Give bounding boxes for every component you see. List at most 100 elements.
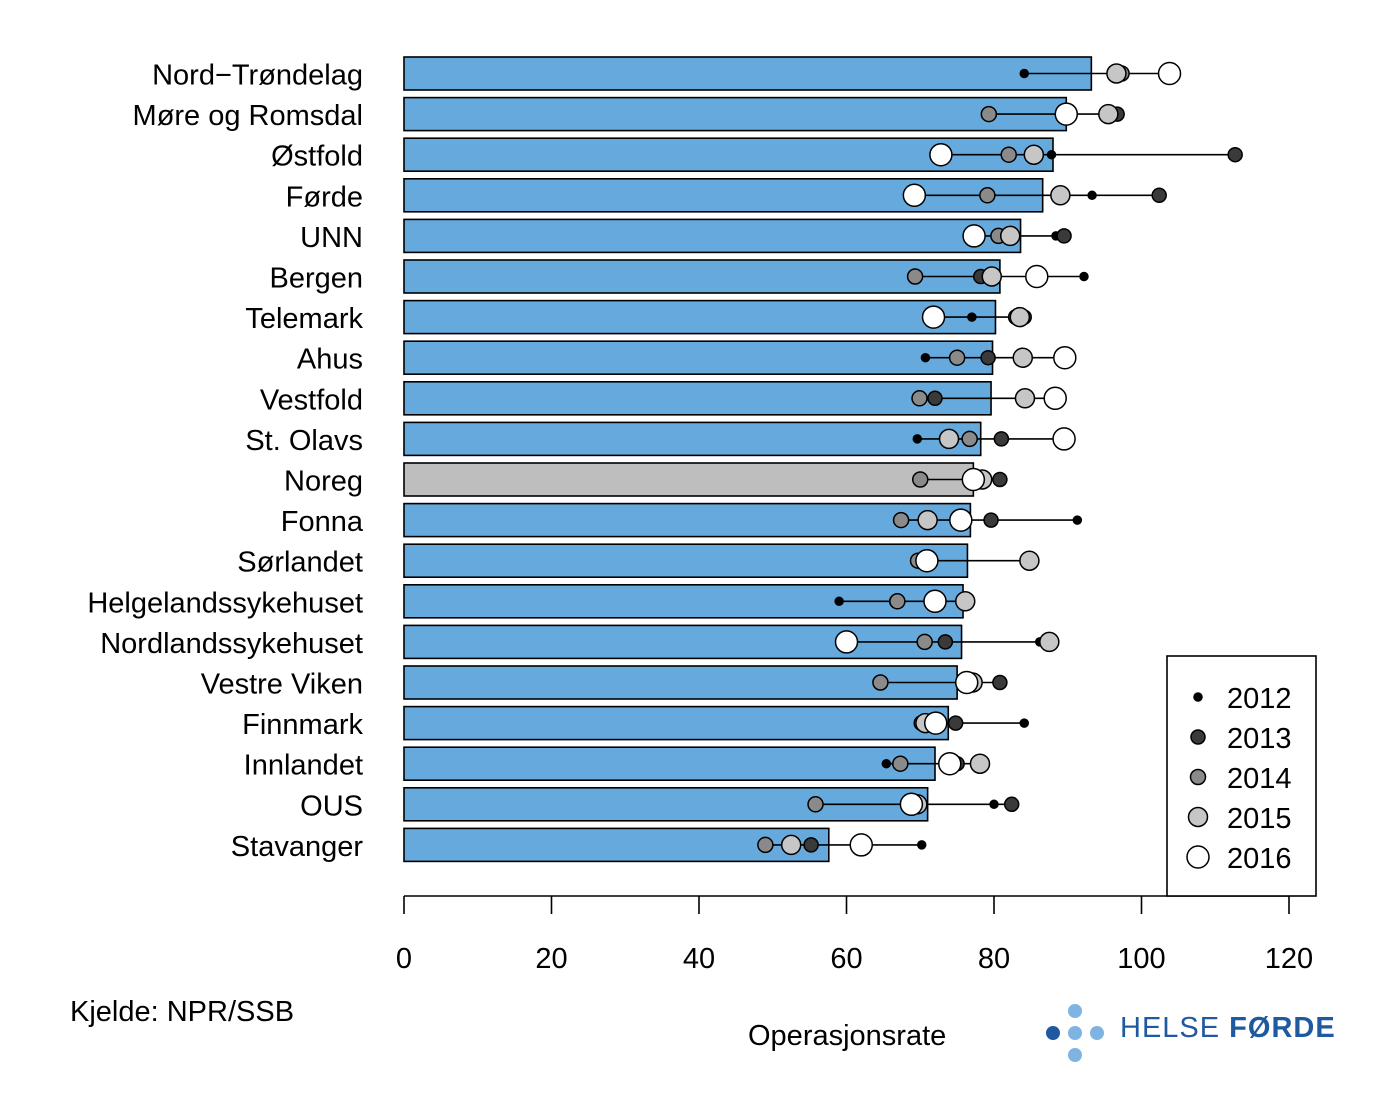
category-label: Noreg <box>284 466 363 498</box>
point-2012 <box>834 596 844 607</box>
point-2015 <box>1106 63 1127 84</box>
point-2014 <box>872 674 889 691</box>
legend-label: 2015 <box>1227 803 1292 835</box>
point-2015 <box>1014 388 1036 409</box>
point-2014 <box>757 836 774 854</box>
point-2015 <box>917 509 938 531</box>
points <box>757 61 1243 857</box>
point-2016 <box>949 508 973 532</box>
point-2016 <box>915 548 939 573</box>
bar <box>403 502 972 538</box>
point-2012 <box>1087 190 1097 201</box>
bar <box>403 299 997 335</box>
point-2014 <box>1000 146 1017 163</box>
legend-label: 2016 <box>1227 843 1292 875</box>
point-2014 <box>961 430 978 448</box>
point-2015 <box>1039 631 1060 653</box>
x-tick-label: 0 <box>396 943 412 975</box>
x-axis: 0 20 40 60 80 100 120 <box>396 895 1313 975</box>
category-label: OUS <box>300 790 363 822</box>
bar <box>403 259 1001 294</box>
point-2013 <box>1227 146 1243 163</box>
category-label: Innlandet <box>244 750 363 782</box>
source-label: Kjelde: NPR/SSB <box>70 996 295 1028</box>
point-2012 <box>916 840 927 850</box>
point-2012 <box>912 434 923 444</box>
category-label: Stavanger <box>231 831 364 863</box>
bar <box>403 340 994 376</box>
bars <box>403 56 1093 863</box>
point-2012 <box>1046 149 1057 160</box>
point-2016 <box>923 589 947 614</box>
category-label: Finnmark <box>242 709 363 741</box>
bar <box>403 705 950 741</box>
legend-label: 2014 <box>1227 763 1292 795</box>
point-2016 <box>1025 264 1049 289</box>
point-2012 <box>967 312 977 322</box>
point-2014 <box>912 471 929 488</box>
category-label: St. Olavs <box>245 425 363 457</box>
point-2016 <box>1043 386 1067 411</box>
legend-marker-2013 <box>1190 729 1206 745</box>
point-2015 <box>1012 347 1034 368</box>
category-label: Vestre Viken <box>201 669 363 701</box>
point-2012 <box>1079 271 1089 282</box>
point-2015 <box>969 753 991 774</box>
point-2013 <box>1151 187 1167 204</box>
point-2013 <box>992 674 1008 691</box>
category-label: Telemark <box>245 303 363 335</box>
point-2016 <box>834 630 859 654</box>
point-2016 <box>929 142 953 167</box>
legend-marker-2012 <box>1193 692 1203 702</box>
point-2015 <box>1023 144 1045 165</box>
x-tick-label: 20 <box>535 943 567 975</box>
bar <box>403 665 958 700</box>
legend-marker-2016 <box>1186 845 1210 869</box>
x-tick-label: 80 <box>978 943 1010 975</box>
point-2016 <box>954 670 979 695</box>
point-2016 <box>923 711 948 735</box>
point-2012 <box>1072 515 1083 525</box>
category-label: Helgelandssykehuset <box>87 587 363 619</box>
bar <box>403 746 936 782</box>
point-2016 <box>1157 61 1182 86</box>
point-2015 <box>938 428 960 450</box>
category-label: Vestfold <box>260 384 363 416</box>
point-2015 <box>1009 306 1031 328</box>
point-2016 <box>1053 345 1077 370</box>
legend-label: 2012 <box>1227 683 1292 715</box>
point-2016 <box>902 183 927 208</box>
point-2014 <box>911 390 928 407</box>
x-axis-title: Operasjonsrate <box>748 1020 947 1052</box>
point-2012 <box>1019 718 1029 728</box>
category-label: Bergen <box>269 263 363 295</box>
point-2015 <box>954 591 976 612</box>
point-2012 <box>989 799 999 810</box>
bar <box>403 543 969 579</box>
logo-dot-right <box>1090 1026 1104 1040</box>
point-2016 <box>921 305 946 329</box>
point-2014 <box>980 105 998 123</box>
point-2013 <box>937 634 954 650</box>
point-2013 <box>993 431 1010 447</box>
point-2013 <box>992 471 1008 488</box>
category-label: Sørlandet <box>237 547 363 579</box>
point-2014 <box>807 796 824 813</box>
x-tick-label: 40 <box>683 943 715 975</box>
legend-label: 2013 <box>1227 723 1292 755</box>
point-2013 <box>1003 796 1020 813</box>
x-tick-label: 60 <box>830 943 862 975</box>
point-2012 <box>881 758 892 769</box>
point-2016 <box>962 224 986 248</box>
point-2016 <box>1052 427 1076 451</box>
point-2016 <box>938 751 962 776</box>
point-2012 <box>920 352 931 363</box>
category-label: Førde <box>286 181 363 213</box>
category-label: Nord−Trøndelag <box>152 60 363 92</box>
logo-dot-center <box>1068 1026 1082 1040</box>
point-2015 <box>981 266 1003 287</box>
point-2016 <box>961 467 986 492</box>
point-2014 <box>948 349 966 366</box>
legend-marker-2014 <box>1189 768 1207 786</box>
point-2012 <box>1019 68 1029 79</box>
